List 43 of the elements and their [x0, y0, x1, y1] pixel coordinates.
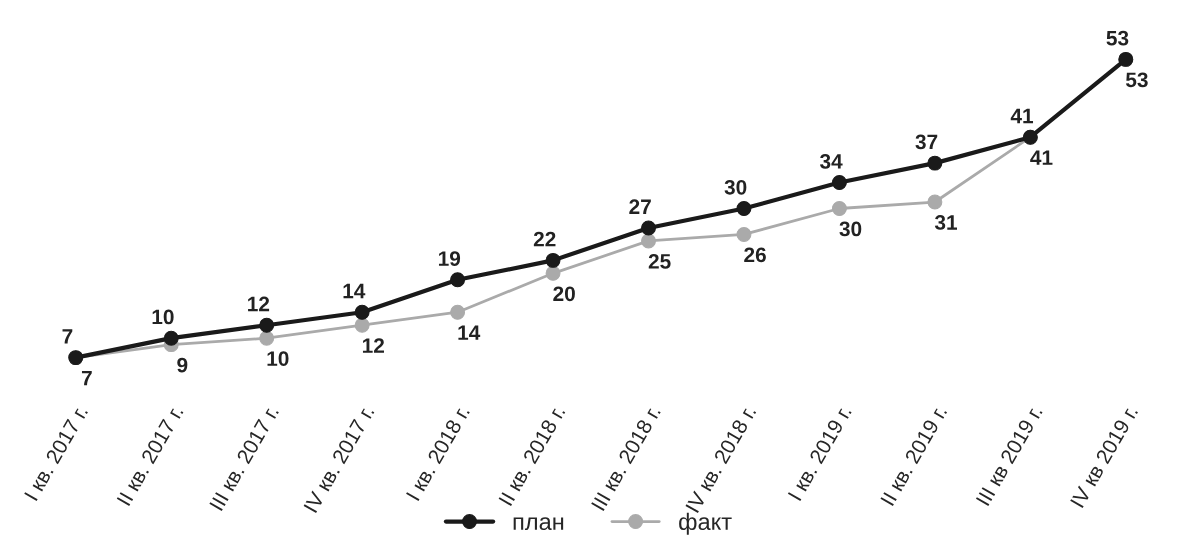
- point: [450, 272, 466, 288]
- data-label: 7: [81, 370, 92, 386]
- data-label: 12: [248, 296, 270, 312]
- point: [641, 233, 656, 249]
- data-label: 27: [629, 199, 651, 214]
- data-label: 53: [1106, 30, 1129, 46]
- point: [831, 201, 847, 216]
- data-label: 34: [819, 153, 843, 169]
- point: [736, 226, 752, 242]
- point: [450, 304, 466, 320]
- data-label: 10: [152, 309, 174, 325]
- point: [736, 201, 752, 216]
- point: [545, 265, 561, 281]
- point: [354, 304, 370, 320]
- point: [259, 317, 275, 333]
- data-label: 14: [343, 283, 366, 299]
- data-label: 25: [648, 253, 671, 269]
- point: [354, 317, 370, 333]
- data-label: 30: [839, 221, 862, 237]
- point: [927, 155, 943, 171]
- data-label: 53: [1125, 72, 1148, 88]
- data-label: 30: [724, 179, 747, 195]
- data-label: 19: [438, 251, 461, 266]
- data-label: 22: [533, 231, 556, 247]
- legend-label: факт: [679, 512, 732, 535]
- data-label: 9: [177, 357, 188, 373]
- data-label: 37: [915, 134, 938, 150]
- legend-label: план: [513, 517, 564, 531]
- data-label: 7: [62, 329, 73, 344]
- data-label: 10: [267, 351, 289, 366]
- point: [163, 330, 179, 346]
- data-label: 41: [1010, 108, 1034, 124]
- point: [831, 175, 847, 191]
- point: [641, 220, 656, 236]
- data-label: 41: [1030, 150, 1053, 165]
- data-label: 26: [744, 247, 766, 263]
- data-label: 20: [553, 286, 575, 302]
- data-label: 14: [458, 325, 481, 340]
- point: [545, 252, 561, 268]
- data-label: 12: [362, 338, 384, 353]
- point: [927, 194, 943, 210]
- data-label: 31: [934, 215, 957, 230]
- point: [259, 330, 275, 346]
